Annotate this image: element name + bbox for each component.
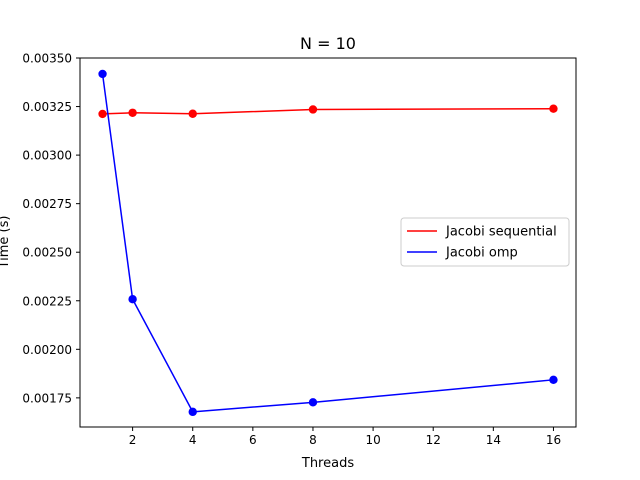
x-axis-label: Threads <box>301 456 354 471</box>
y-tick-label-3: 0.00250 <box>22 246 72 260</box>
legend-box <box>400 217 570 267</box>
y-axis-label: Time (s) <box>0 216 12 270</box>
x-tick-label-4: 10 <box>365 433 380 447</box>
y-tick-label-0: 0.00175 <box>22 391 72 405</box>
y-tick-label-7: 0.00350 <box>22 52 72 66</box>
legend-label-1: Jacobi omp <box>445 246 518 261</box>
y-tick-label-4: 0.00275 <box>22 197 72 211</box>
data-point-1-1 <box>128 295 137 304</box>
data-point-0-4 <box>549 104 558 113</box>
data-point-0-1 <box>128 108 137 117</box>
data-point-0-2 <box>188 109 197 118</box>
x-tick-label-6: 14 <box>486 433 501 447</box>
y-tick-label-6: 0.00325 <box>22 100 72 114</box>
x-tick-label-0: 2 <box>129 433 137 447</box>
plot-area <box>98 69 558 417</box>
plot-frame <box>79 57 577 428</box>
x-tick-label-2: 6 <box>249 433 257 447</box>
data-point-1-0 <box>98 69 107 79</box>
x-tick-label-7: 16 <box>546 433 561 447</box>
legend-label-0: Jacobi sequential <box>445 225 557 240</box>
y-tick-label-2: 0.00225 <box>22 294 72 308</box>
y-tick-label-5: 0.00300 <box>22 149 72 163</box>
legend: Jacobi sequential Jacobi omp <box>400 217 570 267</box>
axes: 2 4 6 8 10 12 14 16 0.00175 0.00200 0.00225 0.00250… <box>22 52 561 448</box>
x-tick-label-1: 4 <box>189 433 197 447</box>
x-tick-label-3: 8 <box>309 433 317 447</box>
data-point-1-3 <box>308 398 318 407</box>
y-tick-label-1: 0.00200 <box>22 343 72 357</box>
data-point-1-4 <box>549 375 558 385</box>
chart-title: N = 10 <box>300 34 356 53</box>
data-point-0-0 <box>98 109 107 119</box>
x-tick-label-5: 12 <box>426 433 441 447</box>
data-point-1-2 <box>188 407 197 417</box>
data-point-0-3 <box>308 105 318 114</box>
